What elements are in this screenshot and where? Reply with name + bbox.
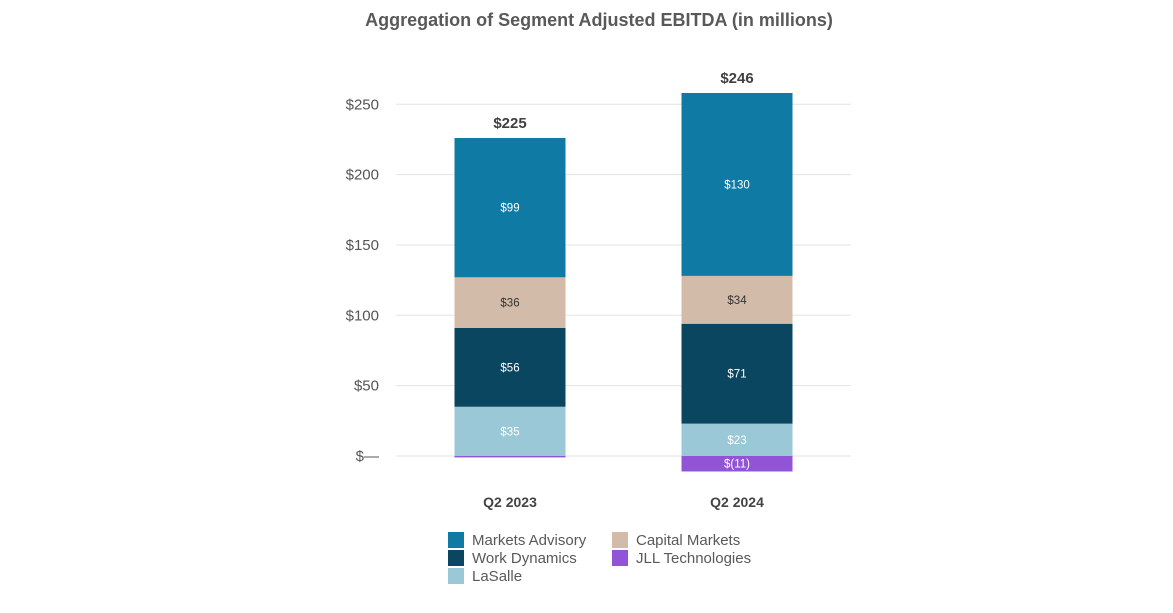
data-label-markets-advisory: $99 (500, 203, 519, 215)
x-axis: Q2 2023 Q2 2024 (483, 494, 764, 510)
y-tick-label: $100 (346, 307, 379, 324)
bar-segment-work-dynamics (681, 323, 793, 424)
data-label-work-dynamics: $71 (727, 369, 746, 381)
y-tick-label: $250 (346, 96, 379, 113)
legend-swatch (448, 568, 464, 584)
legend: Markets Advisory Capital Markets Work Dyna… (448, 532, 751, 585)
bar-segment-jll-technologies (454, 456, 566, 458)
legend-swatch (448, 550, 464, 566)
data-label-work-dynamics: $56 (500, 362, 519, 374)
x-tick-label: Q2 2023 (483, 494, 537, 510)
data-label-capital-markets: $36 (500, 298, 519, 310)
y-axis: $— $50 $100 $150 $200 $250 (346, 96, 379, 465)
y-tick-label: $50 (354, 378, 379, 395)
data-label-markets-advisory: $130 (724, 179, 750, 191)
bar-segment-lasalle (454, 406, 566, 456)
x-tick-label: Q2 2024 (710, 494, 764, 510)
y-tick-label: $200 (346, 167, 379, 184)
bar-segment-markets-advisory (454, 138, 566, 278)
legend-swatch (612, 532, 628, 548)
bars (454, 92, 793, 472)
legend-label: LaSalle (472, 568, 522, 585)
legend-item-lasalle: LaSalle (448, 568, 522, 585)
legend-label: Capital Markets (636, 532, 740, 549)
legend-swatch (612, 550, 628, 566)
data-label-jll-technologies: $(11) (724, 459, 750, 471)
y-tick-label: $150 (346, 237, 379, 254)
data-label-capital-markets: $34 (727, 295, 747, 307)
total-label: $246 (720, 70, 753, 87)
y-tick-label: $— (356, 448, 379, 465)
legend-item-markets-advisory: Markets Advisory (448, 532, 587, 549)
legend-swatch (448, 532, 464, 548)
legend-label: Markets Advisory (472, 532, 587, 549)
legend-label: JLL Technologies (636, 550, 751, 567)
data-labels: $35 $56 $36 $99 $225 $23 $71 $34 $130 $(11) $246 (493, 70, 753, 471)
data-label-lasalle: $23 (727, 435, 746, 447)
bar-segment-lasalle (681, 423, 793, 456)
bar-segment-jll-technologies (681, 456, 793, 472)
bar-segment-capital-markets (681, 275, 793, 324)
bar-segment-work-dynamics (454, 327, 566, 407)
legend-item-jll-technologies: JLL Technologies (612, 550, 751, 567)
legend-item-capital-markets: Capital Markets (612, 532, 740, 549)
bar-segment-markets-advisory (681, 92, 793, 276)
total-label: $225 (493, 115, 526, 132)
legend-item-work-dynamics: Work Dynamics (448, 550, 577, 567)
legend-label: Work Dynamics (472, 550, 577, 567)
bar-segment-capital-markets (454, 277, 566, 328)
data-label-lasalle: $35 (500, 426, 519, 438)
chart-title: Aggregation of Segment Adjusted EBITDA (… (365, 10, 833, 30)
